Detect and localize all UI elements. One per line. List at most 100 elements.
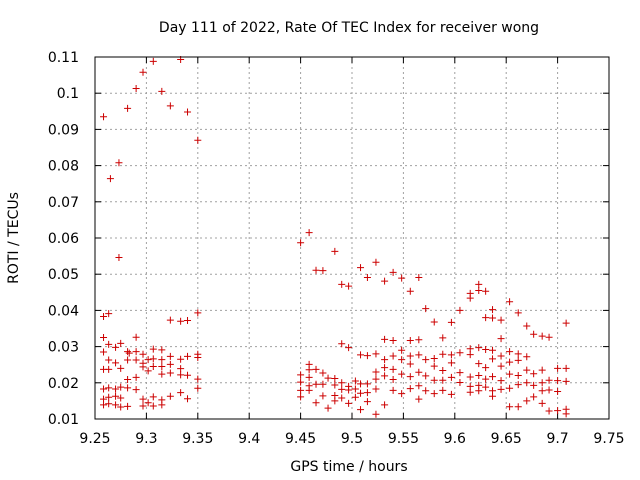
data-point (489, 346, 497, 354)
data-point (389, 268, 397, 276)
x-tick-label: 9.75 (593, 431, 624, 447)
data-point (545, 376, 553, 384)
data-point (475, 372, 483, 380)
data-point (406, 352, 414, 360)
data-points (100, 56, 570, 418)
data-point (149, 57, 157, 65)
data-point (430, 355, 438, 363)
data-point (124, 348, 132, 356)
data-point (514, 309, 522, 317)
data-point (158, 346, 166, 354)
data-point (331, 397, 339, 405)
data-point (506, 403, 514, 411)
data-point (363, 273, 371, 281)
data-point (372, 258, 380, 266)
data-point (112, 392, 120, 400)
data-point (312, 365, 320, 373)
data-point (357, 406, 365, 414)
y-tick-label: 0.03 (48, 340, 79, 356)
y-tick-label: 0.02 (48, 376, 79, 392)
data-point (124, 402, 132, 410)
data-point (124, 384, 132, 392)
data-point (456, 378, 464, 386)
data-point (514, 372, 522, 380)
data-point (475, 344, 483, 352)
data-point (305, 229, 313, 237)
data-point (430, 390, 438, 398)
data-point (112, 401, 120, 409)
y-tick-label: 0.1 (57, 86, 79, 102)
data-point (415, 382, 423, 390)
data-point (139, 363, 147, 371)
data-point (319, 392, 327, 400)
data-point (331, 374, 339, 382)
data-point (530, 381, 538, 389)
data-point (466, 294, 474, 302)
data-point (415, 336, 423, 344)
x-axis-label: GPS time / hours (290, 459, 407, 475)
x-tick-label: 9.55 (388, 431, 419, 447)
data-point (144, 399, 152, 407)
data-point (562, 364, 570, 372)
data-point (381, 277, 389, 285)
data-point (554, 387, 562, 395)
data-point (530, 330, 538, 338)
data-point (466, 388, 474, 396)
data-point (381, 335, 389, 343)
data-point (345, 282, 353, 290)
data-point (149, 355, 157, 363)
data-point (363, 380, 371, 388)
data-point (415, 395, 423, 403)
data-point (523, 379, 531, 387)
data-point (351, 393, 359, 401)
data-point (363, 389, 371, 397)
data-point (506, 298, 514, 306)
data-point (538, 399, 546, 407)
data-point (398, 356, 406, 364)
data-point (482, 287, 490, 295)
data-point (184, 352, 192, 360)
data-point (139, 402, 147, 410)
data-point (115, 254, 123, 262)
axis-ticks: 9.25 9.3 9.35 9.4 9.45 9.5 9.55 9.6 9.65 9.7 9.75 0… (48, 50, 625, 447)
data-point (523, 322, 531, 330)
data-point (100, 334, 108, 342)
data-point (497, 362, 505, 370)
data-point (363, 352, 371, 360)
data-point (166, 102, 174, 110)
data-point (538, 379, 546, 387)
data-point (158, 401, 166, 409)
data-point (149, 402, 157, 410)
data-point (177, 317, 185, 325)
data-point (430, 362, 438, 370)
data-point (489, 392, 497, 400)
data-point (357, 351, 365, 359)
data-point (538, 366, 546, 374)
data-point (439, 386, 447, 394)
data-point (447, 359, 455, 367)
data-point (372, 368, 380, 376)
data-point (497, 352, 505, 360)
data-point (447, 351, 455, 359)
data-point (194, 353, 202, 361)
data-point (357, 380, 365, 388)
data-point (482, 364, 490, 372)
y-axis-label: ROTI / TECUs (6, 192, 22, 284)
plot-border (94, 56, 610, 420)
data-point (363, 398, 371, 406)
data-point (139, 395, 147, 403)
data-point (562, 377, 570, 385)
data-point (497, 335, 505, 343)
data-point (297, 371, 305, 379)
data-point (115, 159, 123, 167)
data-point (124, 356, 132, 364)
data-point (497, 316, 505, 324)
data-point (177, 355, 185, 363)
data-point (381, 401, 389, 409)
data-point (144, 367, 152, 375)
data-point (166, 369, 174, 377)
y-tick-label: 0.08 (48, 159, 79, 175)
data-point (100, 385, 108, 393)
x-tick-label: 9.7 (546, 431, 568, 447)
y-tick-label: 0.07 (48, 195, 79, 211)
